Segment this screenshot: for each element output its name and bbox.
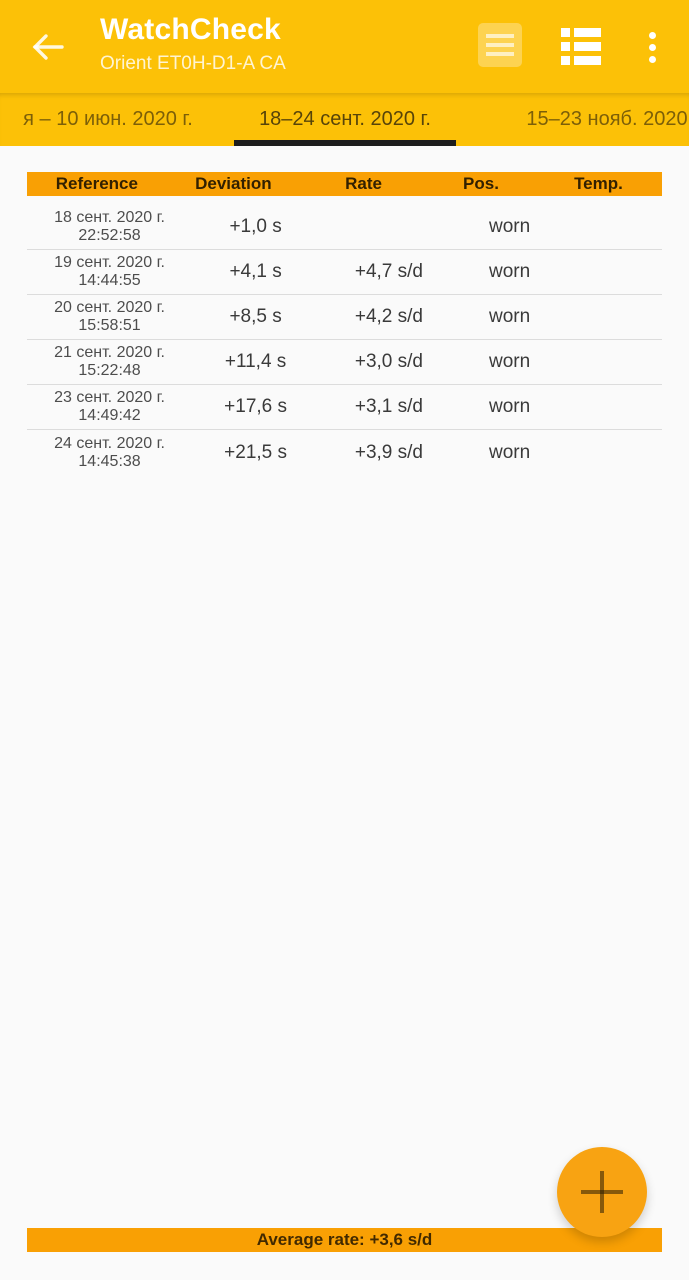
rate-cell: +3,0 s/d xyxy=(354,351,423,372)
rate-cell: +3,9 s/d xyxy=(354,441,423,463)
plus-icon xyxy=(600,1171,604,1213)
position-cell: worn xyxy=(488,396,531,417)
overflow-dots-icon[interactable] xyxy=(644,27,660,67)
app-bar: WatchCheck Orient ET0H-D1-A CA xyxy=(0,0,689,93)
column-header-pos: Pos. xyxy=(463,174,499,193)
arrow-left-icon xyxy=(32,34,64,60)
position-cell: worn xyxy=(488,216,531,237)
position-cell: worn xyxy=(488,441,531,463)
table-row[interactable]: 24 сент. 2020 г. 14:45:38 +21,5 s +3,9 s… xyxy=(27,430,662,475)
reference-cell: 21 сент. 2020 г. 15:22:48 xyxy=(54,344,165,379)
tab-period-november[interactable]: 15–23 нояб. 2020 xyxy=(526,108,688,130)
deviation-cell: +11,4 s xyxy=(224,351,287,372)
deviation-cell: +8,5 s xyxy=(229,306,282,327)
measurements-table: 18 сент. 2020 г. 22:52:58 +1,0 s worn 19… xyxy=(27,205,662,475)
table-row[interactable]: 18 сент. 2020 г. 22:52:58 +1,0 s worn xyxy=(27,205,662,250)
position-cell: worn xyxy=(488,306,531,327)
title-block: WatchCheck Orient ET0H-D1-A CA xyxy=(100,14,286,75)
table-row[interactable]: 20 сент. 2020 г. 15:58:51 +8,5 s +4,2 s/… xyxy=(27,295,662,340)
document-lines-icon[interactable] xyxy=(478,23,522,67)
deviation-cell: +21,5 s xyxy=(224,441,288,463)
average-rate-bar: Average rate: +3,6 s/d xyxy=(27,1228,662,1252)
column-header-temp: Temp. xyxy=(574,174,623,193)
table-row[interactable]: 21 сент. 2020 г. 15:22:48 +11,4 s +3,0 s… xyxy=(27,340,662,385)
page-title: WatchCheck xyxy=(100,13,281,46)
column-header-deviation: Deviation xyxy=(195,174,272,193)
add-measurement-fab[interactable] xyxy=(557,1147,647,1237)
deviation-cell: +1,0 s xyxy=(229,216,282,237)
deviation-cell: +17,6 s xyxy=(224,396,288,417)
column-header-reference: Reference xyxy=(55,174,138,193)
deviation-cell: +4,1 s xyxy=(229,261,282,282)
view-list-icon[interactable] xyxy=(561,28,601,65)
column-header-rate: Rate xyxy=(345,174,382,193)
position-cell: worn xyxy=(488,261,531,282)
content-area: Reference Deviation Rate Pos. Temp. 18 с… xyxy=(0,146,689,1280)
back-button[interactable] xyxy=(22,22,74,72)
reference-cell: 20 сент. 2020 г. 15:58:51 xyxy=(54,299,165,334)
rate-cell: +4,2 s/d xyxy=(354,306,423,327)
average-rate-text: Average rate: +3,6 s/d xyxy=(256,1230,433,1249)
rate-cell: +4,7 s/d xyxy=(354,261,423,282)
tab-period-september[interactable]: 18–24 сент. 2020 г. xyxy=(259,108,431,130)
table-row[interactable]: 19 сент. 2020 г. 14:44:55 +4,1 s +4,7 s/… xyxy=(27,250,662,295)
table-row[interactable]: 23 сент. 2020 г. 14:49:42 +17,6 s +3,1 s… xyxy=(27,385,662,430)
reference-cell: 18 сент. 2020 г. 22:52:58 xyxy=(54,209,165,244)
tab-period-june[interactable]: я – 10 июн. 2020 г. xyxy=(23,108,193,130)
reference-cell: 23 сент. 2020 г. 14:49:42 xyxy=(54,389,165,424)
date-range-tabbar: я – 10 июн. 2020 г. 18–24 сент. 2020 г. … xyxy=(0,93,689,146)
reference-cell: 24 сент. 2020 г. 14:45:38 xyxy=(54,434,165,470)
position-cell: worn xyxy=(488,351,531,372)
table-header-row: Reference Deviation Rate Pos. Temp. xyxy=(27,172,662,196)
watch-subtitle: Orient ET0H-D1-A CA xyxy=(100,53,286,74)
selected-tab-indicator xyxy=(234,140,456,146)
rate-cell: +3,1 s/d xyxy=(354,396,423,417)
reference-cell: 19 сент. 2020 г. 14:44:55 xyxy=(54,254,165,289)
